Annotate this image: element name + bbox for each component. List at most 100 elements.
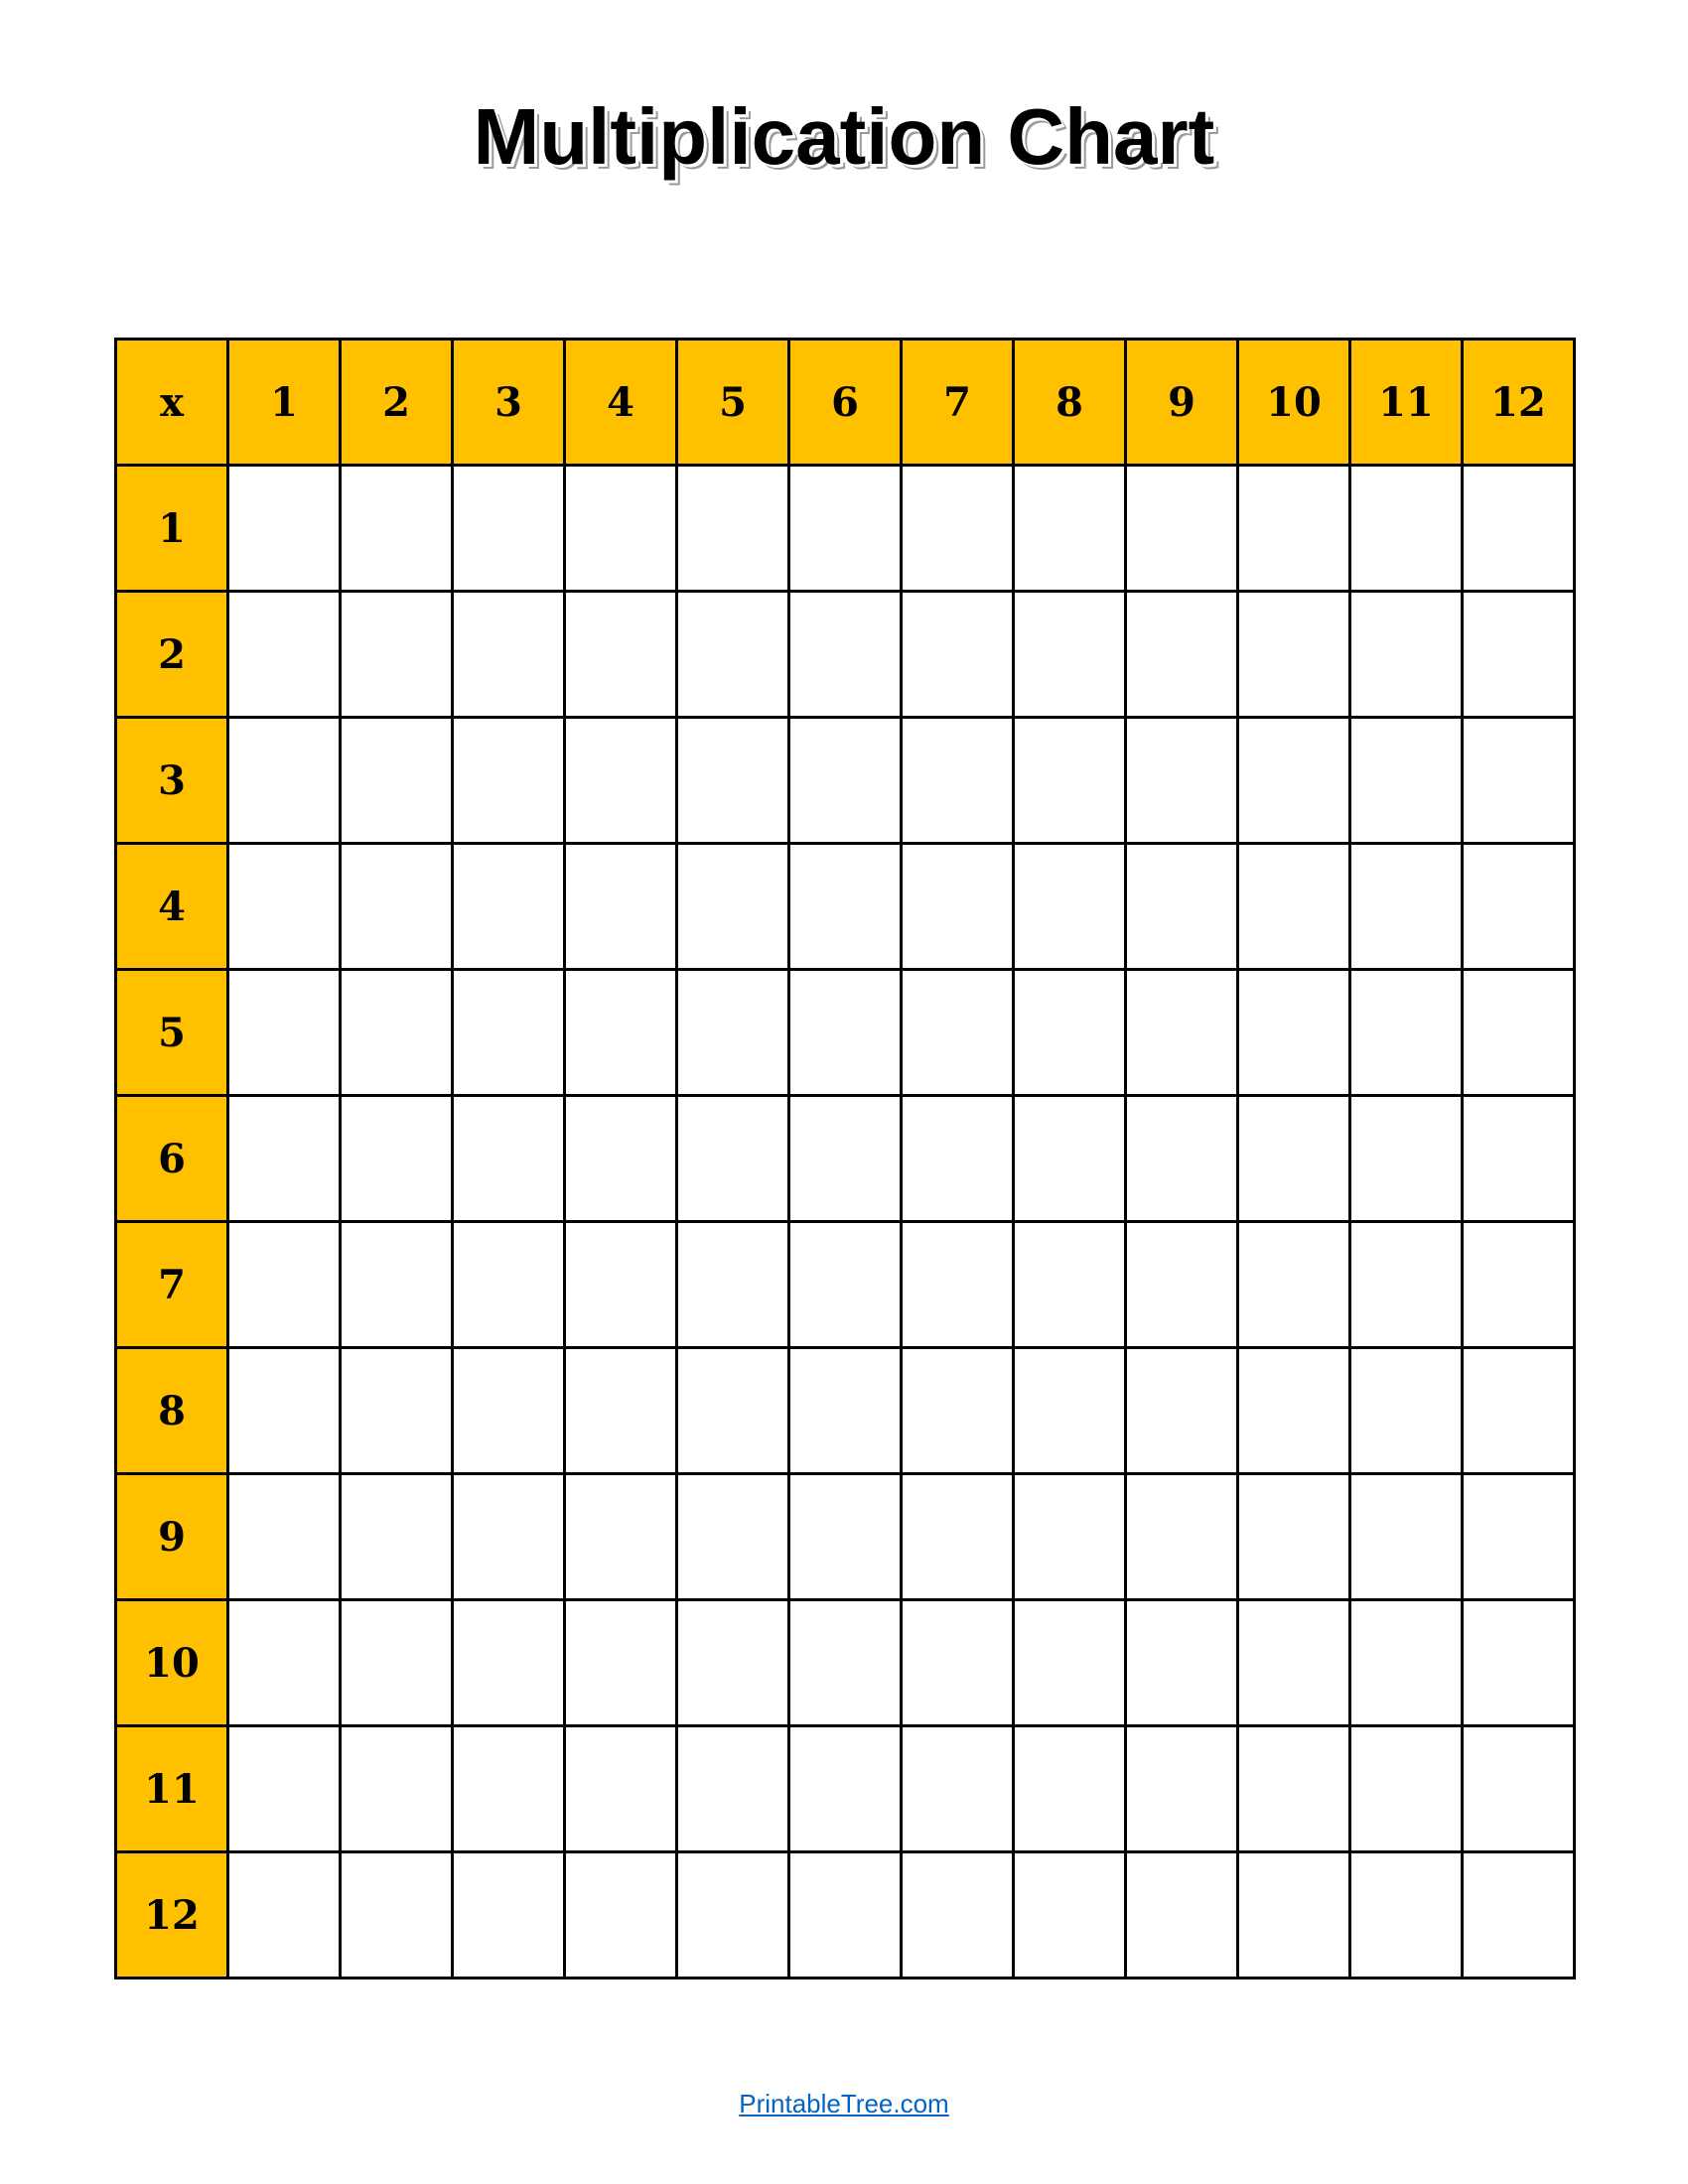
table-row: 4 [114,842,1576,971]
answer-cell [226,464,342,593]
answer-cell [563,1472,678,1601]
table-row: 7 [114,1220,1576,1349]
answer-cell [675,1850,790,1979]
answer-cell [226,590,342,719]
answer-cell [1124,1850,1239,1979]
answer-cell [563,716,678,845]
answer-cell [1348,464,1464,593]
answer-cell [451,1220,566,1349]
answer-cell [1012,842,1127,971]
answer-cell [339,968,454,1097]
answer-cell [1012,1094,1127,1223]
column-header: 1 [226,338,342,467]
answer-cell [451,968,566,1097]
answer-cell [1012,1598,1127,1727]
answer-cell [675,968,790,1097]
answer-cell [1124,1598,1239,1727]
answer-cell [1124,1346,1239,1475]
answer-cell [675,1724,790,1853]
answer-cell [563,842,678,971]
answer-cell [563,1220,678,1349]
answer-cell [787,1598,903,1727]
answer-cell [1348,1094,1464,1223]
answer-cell [1461,1220,1576,1349]
answer-cell [675,1220,790,1349]
answer-cell [1012,1346,1127,1475]
answer-cell [563,1850,678,1979]
column-header: 10 [1236,338,1351,467]
row-header: 9 [114,1472,229,1601]
answer-cell [451,590,566,719]
answer-cell [675,464,790,593]
answer-cell [1236,1220,1351,1349]
answer-cell [451,1472,566,1601]
answer-cell [900,1220,1015,1349]
page-title: Multiplication Chart [473,92,1215,181]
answer-cell [563,590,678,719]
answer-cell [339,1598,454,1727]
multiplication-grid: x 1 2 3 4 5 6 7 8 9 10 11 12 1 2 3 4 5 6 7 8 9 10 11 12 [114,338,1576,1979]
answer-cell [339,1724,454,1853]
row-header: 4 [114,842,229,971]
answer-cell [1124,968,1239,1097]
answer-cell [339,590,454,719]
table-row: 10 [114,1598,1576,1727]
column-header: 6 [787,338,903,467]
answer-cell [563,464,678,593]
answer-cell [451,842,566,971]
answer-cell [787,716,903,845]
table-row: 2 [114,590,1576,719]
answer-cell [1348,1346,1464,1475]
table-row: 3 [114,716,1576,845]
answer-cell [1348,842,1464,971]
answer-cell [1236,464,1351,593]
answer-cell [226,968,342,1097]
answer-cell [563,1598,678,1727]
answer-cell [1461,464,1576,593]
header-row: x 1 2 3 4 5 6 7 8 9 10 11 12 [114,338,1576,467]
answer-cell [1236,590,1351,719]
answer-cell [900,590,1015,719]
answer-cell [900,842,1015,971]
answer-cell [787,1094,903,1223]
answer-cell [1012,1850,1127,1979]
column-header: 12 [1461,338,1576,467]
answer-cell [1012,590,1127,719]
answer-cell [451,1724,566,1853]
table-row: 6 [114,1094,1576,1223]
table-row: 12 [114,1850,1576,1979]
column-header: 7 [900,338,1015,467]
table-row: 8 [114,1346,1576,1475]
answer-cell [787,1220,903,1349]
answer-cell [1012,716,1127,845]
answer-cell [675,842,790,971]
answer-cell [1461,1724,1576,1853]
answer-cell [339,1472,454,1601]
answer-cell [451,1598,566,1727]
answer-cell [339,1220,454,1349]
row-header: 11 [114,1724,229,1853]
answer-cell [787,464,903,593]
answer-cell [1236,1724,1351,1853]
answer-cell [1461,968,1576,1097]
footer-link[interactable]: PrintableTree.com [739,2089,949,2118]
answer-cell [563,1724,678,1853]
answer-cell [675,1598,790,1727]
answer-cell [900,1598,1015,1727]
answer-cell [451,1346,566,1475]
table-row: 5 [114,968,1576,1097]
answer-cell [226,842,342,971]
answer-cell [1124,1094,1239,1223]
answer-cell [226,1094,342,1223]
answer-cell [226,1598,342,1727]
row-header: 6 [114,1094,229,1223]
answer-cell [339,716,454,845]
answer-cell [1012,1724,1127,1853]
answer-cell [1124,1220,1239,1349]
column-header: 5 [675,338,790,467]
row-header: 5 [114,968,229,1097]
answer-cell [1012,1220,1127,1349]
answer-cell [787,968,903,1097]
answer-cell [1348,716,1464,845]
answer-cell [675,1472,790,1601]
